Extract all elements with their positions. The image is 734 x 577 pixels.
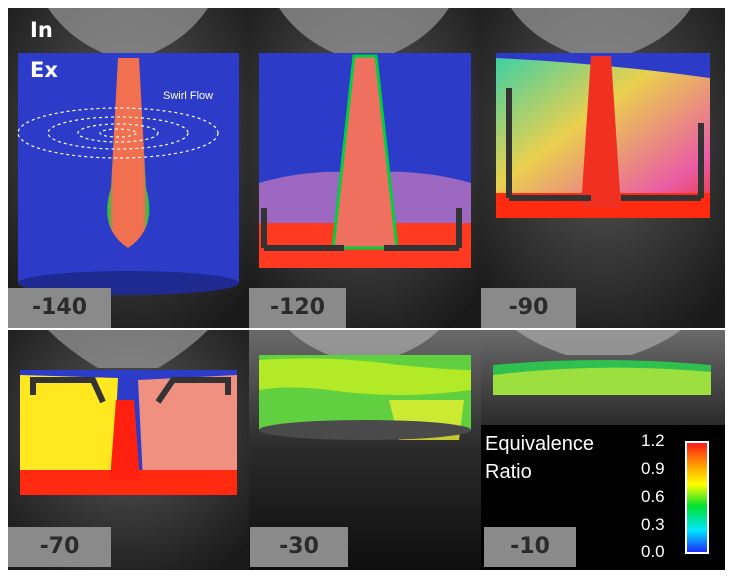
cylinder-render-140 bbox=[8, 8, 249, 328]
exhaust-label: Ex bbox=[30, 58, 58, 82]
crank-angle-label: -140 bbox=[8, 288, 111, 328]
frame-crank-90 bbox=[481, 8, 725, 328]
cylinder-render-90 bbox=[481, 8, 725, 328]
colorbar-tick: 0.0 bbox=[641, 542, 665, 561]
crank-angle-label: -70 bbox=[8, 527, 111, 567]
cylinder-render-120 bbox=[249, 8, 481, 328]
legend-title-line2: Ratio bbox=[485, 461, 532, 483]
swirl-flow-label: Swirl Flow bbox=[163, 90, 214, 102]
frame-crank-120 bbox=[249, 8, 481, 328]
frame-crank-10: Equivalence Ratio 1.2 0.9 0.6 0.3 0.0 bbox=[481, 330, 725, 570]
crank-angle-label: -10 bbox=[484, 527, 576, 567]
colorbar-tick: 0.3 bbox=[641, 515, 665, 534]
crank-angle-label: -30 bbox=[250, 527, 348, 567]
colorbar-tick: 1.2 bbox=[641, 431, 665, 450]
intake-label: In bbox=[30, 18, 53, 42]
colorbar bbox=[685, 441, 709, 554]
colorbar-tick: 0.6 bbox=[641, 487, 665, 506]
colorbar-tick: 0.9 bbox=[641, 459, 665, 478]
frame-crank-140: In Ex Swirl Flow bbox=[8, 8, 249, 328]
crank-angle-label: -120 bbox=[249, 288, 346, 328]
legend-title-line1: Equivalence bbox=[485, 433, 594, 455]
crank-angle-label: -90 bbox=[481, 288, 576, 328]
